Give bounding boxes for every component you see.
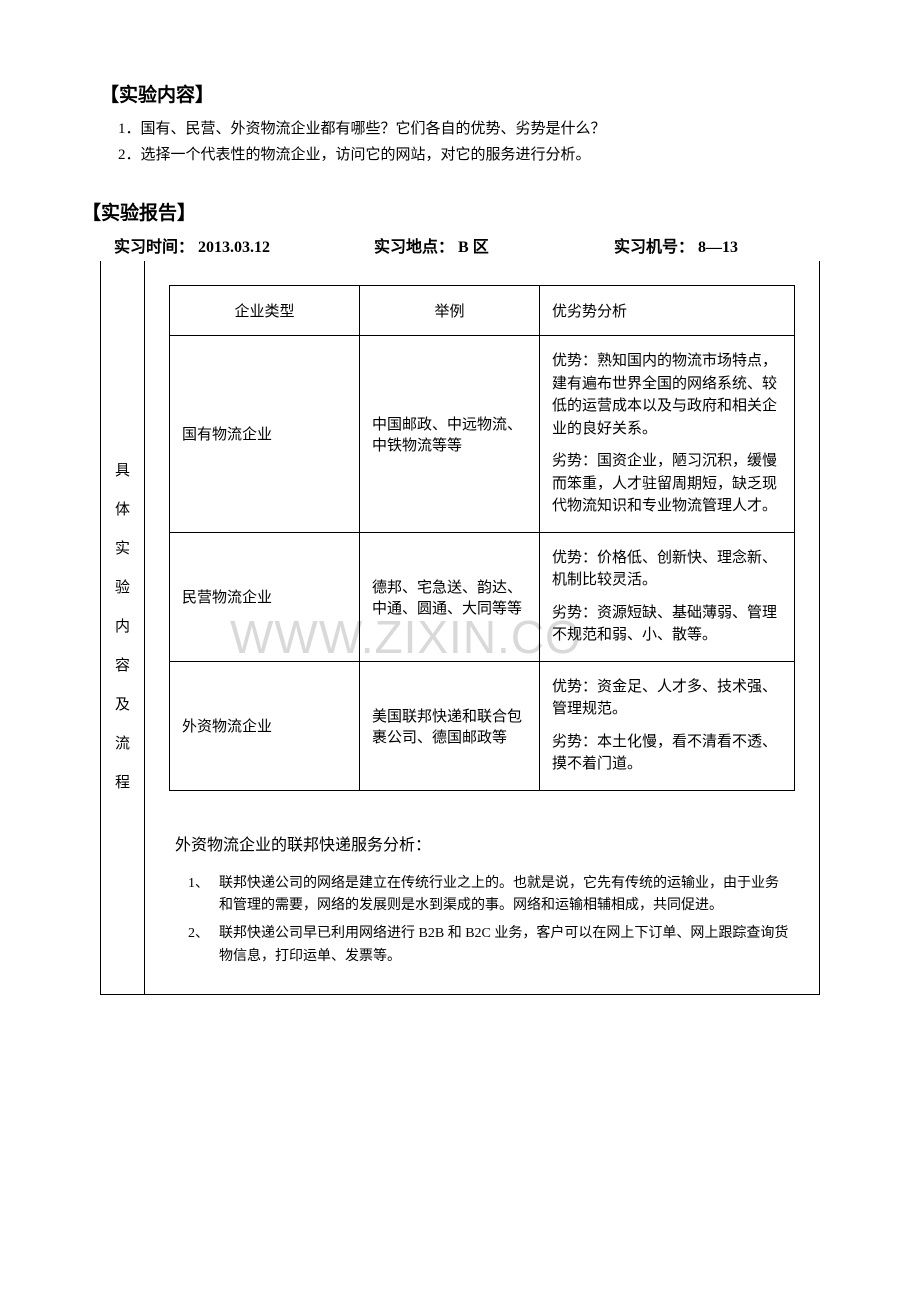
th-example: 举例 [360, 286, 540, 336]
vl-8: 流 [115, 725, 130, 764]
analysis-list: 1、 联邦快递公司的网络是建立在传统行业之上的。也就是说，它先有传统的运输业，由… [175, 873, 789, 969]
place-label: 实习地点： [374, 239, 454, 256]
time-value: 2013.03.12 [198, 239, 270, 256]
section-experiment-content: 【实验内容】 1．国有、民营、外资物流企业都有哪些？它们各自的优势、劣势是什么？… [100, 80, 820, 168]
section-title-2: 【实验报告】 [82, 198, 820, 225]
place-value: B 区 [458, 239, 489, 256]
machine-label: 实习机号： [614, 239, 694, 256]
td-example-0: 中国邮政、中远物流、中铁物流等等 [360, 336, 540, 533]
ol-num-2: 2、 [175, 923, 219, 968]
machine-value: 8—13 [698, 239, 738, 256]
dis-0: 劣势：国资企业，陋习沉积，缓慢而笨重，人才驻留周期短，缺乏现代物流知识和专业物流… [552, 450, 782, 518]
analysis-title: 外资物流企业的联邦快递服务分析： [175, 831, 789, 855]
main-table: 具 体 实 验 内 容 及 流 程 企业 [100, 261, 820, 995]
info-place: 实习地点： B 区 [374, 233, 584, 257]
td-type-0: 国有物流企业 [170, 336, 360, 533]
vl-7: 及 [115, 686, 130, 725]
table-header-row: 企业类型 举例 优劣势分析 [170, 286, 795, 336]
content-list: 1．国有、民营、外资物流企业都有哪些？它们各自的优势、劣势是什么？ 2．选择一个… [118, 117, 820, 168]
dis-2: 劣势：本土化慢，看不清看不透、摸不着门道。 [552, 731, 782, 776]
vertical-label: 具 体 实 验 内 容 及 流 程 [115, 452, 130, 803]
th-type: 企业类型 [170, 286, 360, 336]
table-row: 外资物流企业 美国联邦快递和联合包裹公司、德国邮政等 优势：资金足、人才多、技术… [170, 661, 795, 790]
adv-2: 优势：资金足、人才多、技术强、管理规范。 [552, 676, 782, 721]
analysis-item-2: 2、 联邦快递公司早已利用网络进行 B2B 和 B2C 业务，客户可以在网上下订… [175, 923, 789, 968]
th-analysis: 优劣势分析 [540, 286, 795, 336]
section-experiment-report: 【实验报告】 实习时间： 2013.03.12 实习地点： B 区 实习机号： … [100, 198, 820, 995]
table-row: 国有物流企业 中国邮政、中远物流、中铁物流等等 优势：熟知国内的物流市场特点，建… [170, 336, 795, 533]
td-type-2: 外资物流企业 [170, 661, 360, 790]
vl-5: 内 [115, 608, 130, 647]
content-item-2: 2．选择一个代表性的物流企业，访问它的网站，对它的服务进行分析。 [118, 143, 820, 169]
vl-6: 容 [115, 647, 130, 686]
vl-4: 验 [115, 569, 130, 608]
vl-1: 具 [115, 452, 130, 491]
vl-9: 程 [115, 764, 130, 803]
td-analysis-0: 优势：熟知国内的物流市场特点，建有遍布世界全国的网络系统、较低的运营成本以及与政… [540, 336, 795, 533]
analysis-item-1: 1、 联邦快递公司的网络是建立在传统行业之上的。也就是说，它先有传统的运输业，由… [175, 873, 789, 918]
ol-num-1: 1、 [175, 873, 219, 918]
ol-text-2: 联邦快递公司早已利用网络进行 B2B 和 B2C 业务，客户可以在网上下订单、网… [219, 923, 789, 968]
content-item-1: 1．国有、民营、外资物流企业都有哪些？它们各自的优势、劣势是什么？ [118, 117, 820, 143]
td-example-1: 德邦、宅急送、韵达、中通、圆通、大同等等 [360, 532, 540, 661]
td-analysis-2: 优势：资金足、人才多、技术强、管理规范。 劣势：本土化慢，看不清看不透、摸不着门… [540, 661, 795, 790]
inner-table: 企业类型 举例 优劣势分析 国有物流企业 中国邮政、中远物流、中铁物流等等 优势… [169, 285, 795, 791]
analysis-section: 外资物流企业的联邦快递服务分析： 1、 联邦快递公司的网络是建立在传统行业之上的… [169, 831, 795, 969]
time-label: 实习时间： [114, 239, 194, 256]
table-row: 民营物流企业 德邦、宅急送、韵达、中通、圆通、大同等等 优势：价格低、创新快、理… [170, 532, 795, 661]
td-example-2: 美国联邦快递和联合包裹公司、德国邮政等 [360, 661, 540, 790]
td-analysis-1: 优势：价格低、创新快、理念新、机制比较灵活。 劣势：资源短缺、基础薄弱、管理不规… [540, 532, 795, 661]
ol-text-1: 联邦快递公司的网络是建立在传统行业之上的。也就是说，它先有传统的运输业，由于业务… [219, 873, 789, 918]
adv-0: 优势：熟知国内的物流市场特点，建有遍布世界全国的网络系统、较低的运营成本以及与政… [552, 350, 782, 440]
section-title-1: 【实验内容】 [100, 80, 820, 107]
vl-2: 体 [115, 491, 130, 530]
vl-3: 实 [115, 530, 130, 569]
vertical-label-cell: 具 体 实 验 内 容 及 流 程 [101, 261, 145, 995]
dis-1: 劣势：资源短缺、基础薄弱、管理不规范和弱、小、散等。 [552, 602, 782, 647]
adv-1: 优势：价格低、创新快、理念新、机制比较灵活。 [552, 547, 782, 592]
info-row: 实习时间： 2013.03.12 实习地点： B 区 实习机号： 8—13 [114, 233, 820, 257]
info-time: 实习时间： 2013.03.12 [114, 233, 344, 257]
inner-content-cell: 企业类型 举例 优劣势分析 国有物流企业 中国邮政、中远物流、中铁物流等等 优势… [145, 261, 820, 995]
td-type-1: 民营物流企业 [170, 532, 360, 661]
info-machine: 实习机号： 8—13 [614, 233, 738, 257]
